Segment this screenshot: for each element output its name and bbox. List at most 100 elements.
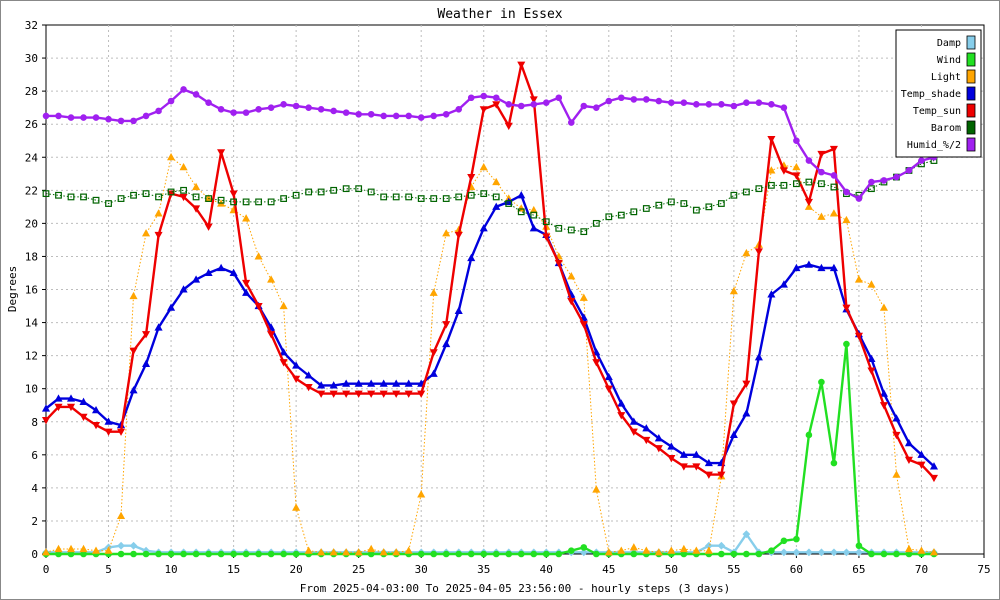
y-tick-label: 32	[25, 19, 38, 32]
humid-2-point	[580, 102, 588, 110]
humid-2-point	[805, 157, 813, 164]
humid-2-point	[793, 137, 800, 145]
wind-point	[130, 550, 137, 558]
temp-sun-point	[879, 402, 888, 410]
temp-shade-point	[929, 462, 939, 470]
temp-shade-point	[667, 442, 676, 450]
temp-sun-point	[229, 190, 238, 198]
damp-point	[792, 548, 801, 557]
wind-point	[542, 550, 550, 558]
wind-point	[180, 550, 187, 558]
humid-2-point	[530, 101, 538, 108]
light-point	[267, 275, 276, 283]
barom-point	[205, 195, 212, 202]
wind-point	[555, 550, 563, 558]
temp-shade-point	[604, 372, 613, 381]
humid-2-point	[217, 106, 225, 113]
barom-point	[655, 201, 663, 209]
temp-sun-point	[479, 106, 488, 114]
damp-point	[579, 548, 588, 557]
temp-sun-point	[192, 205, 201, 213]
barom-point	[818, 180, 825, 188]
legend-label-light: Light	[931, 72, 961, 83]
barom-point	[267, 198, 275, 206]
barom-point	[492, 193, 500, 201]
temp-sun-point	[354, 390, 363, 398]
light-point	[129, 291, 138, 300]
barom-point	[67, 193, 75, 201]
humid-2-point	[680, 99, 688, 106]
light-point	[329, 548, 338, 556]
y-tick-label: 18	[25, 250, 38, 263]
temp-shade-point	[217, 263, 226, 272]
x-tick-label: 70	[915, 563, 928, 576]
temp-sun-point	[54, 403, 63, 412]
damp-point	[717, 541, 726, 550]
barom-point	[167, 188, 175, 196]
temp-sun-point	[492, 101, 501, 109]
temp-shade-point	[404, 379, 413, 387]
y-tick-label: 26	[25, 118, 38, 131]
light-point	[679, 544, 688, 553]
temp-shade-point	[767, 290, 776, 298]
barom-point	[392, 193, 400, 201]
temp-sun-point	[604, 385, 613, 393]
wind-point	[730, 550, 738, 558]
humid-2-point	[417, 114, 425, 121]
light-point	[567, 272, 576, 280]
temp-sun-point	[154, 231, 163, 240]
humid-2-point	[367, 110, 375, 118]
humid-2-point	[342, 109, 350, 116]
light-point	[729, 286, 738, 295]
barom-point	[505, 200, 513, 207]
light-point	[367, 544, 376, 553]
x-tick-label: 50	[665, 563, 678, 576]
temp-sun-point	[429, 349, 438, 357]
light-point	[829, 209, 838, 217]
temp-sun-point	[104, 428, 113, 436]
humid-2-point	[655, 97, 663, 105]
humid-2-point	[855, 195, 863, 202]
temp-shade-point	[442, 339, 451, 348]
temp-sun-point	[116, 428, 126, 436]
humid-2-point	[117, 117, 125, 125]
x-tick-label: 35	[477, 563, 490, 576]
legend: Damp Wind Light Temp_shade Temp_sun Barom Humi…	[895, 29, 982, 158]
barom-point	[868, 185, 875, 193]
damp-point	[129, 541, 138, 550]
humid-2-point	[592, 104, 600, 111]
series-temp-sun	[41, 61, 939, 483]
humid-2-point	[255, 106, 262, 113]
light-point	[317, 548, 326, 556]
y-tick-label: 24	[25, 151, 39, 164]
wind-point	[442, 550, 450, 558]
temp-shade-point	[66, 394, 76, 402]
y-tick-label: 10	[25, 383, 38, 396]
legend-label-barom: Barom	[931, 123, 961, 134]
temp-shade-point	[204, 268, 213, 277]
temp-sun-point	[66, 403, 76, 412]
temp-sun-point	[767, 136, 776, 144]
temp-sun-point	[592, 359, 601, 367]
barom-point	[305, 188, 313, 196]
humid-2-point	[230, 109, 237, 116]
temp-sun-point	[842, 304, 851, 312]
wind-point	[855, 542, 863, 550]
y-tick-label: 30	[25, 52, 38, 65]
temp-sun-point	[929, 474, 939, 483]
light-point	[167, 153, 176, 161]
temp-shade-point	[292, 361, 301, 369]
humid-2-point	[818, 168, 825, 176]
temp-shade-point	[917, 450, 926, 458]
legend-swatch-barom	[966, 120, 976, 135]
wind-point	[417, 550, 425, 558]
temp-shade-point	[742, 409, 751, 417]
temp-shade-point	[354, 379, 363, 387]
barom-point	[330, 186, 338, 194]
wind-point	[267, 550, 275, 558]
humid-2-point	[67, 114, 75, 121]
y-tick-label: 4	[31, 482, 38, 495]
temp-sun-point	[142, 331, 151, 339]
x-tick-label: 40	[540, 563, 553, 576]
temp-sun-point	[642, 436, 651, 445]
